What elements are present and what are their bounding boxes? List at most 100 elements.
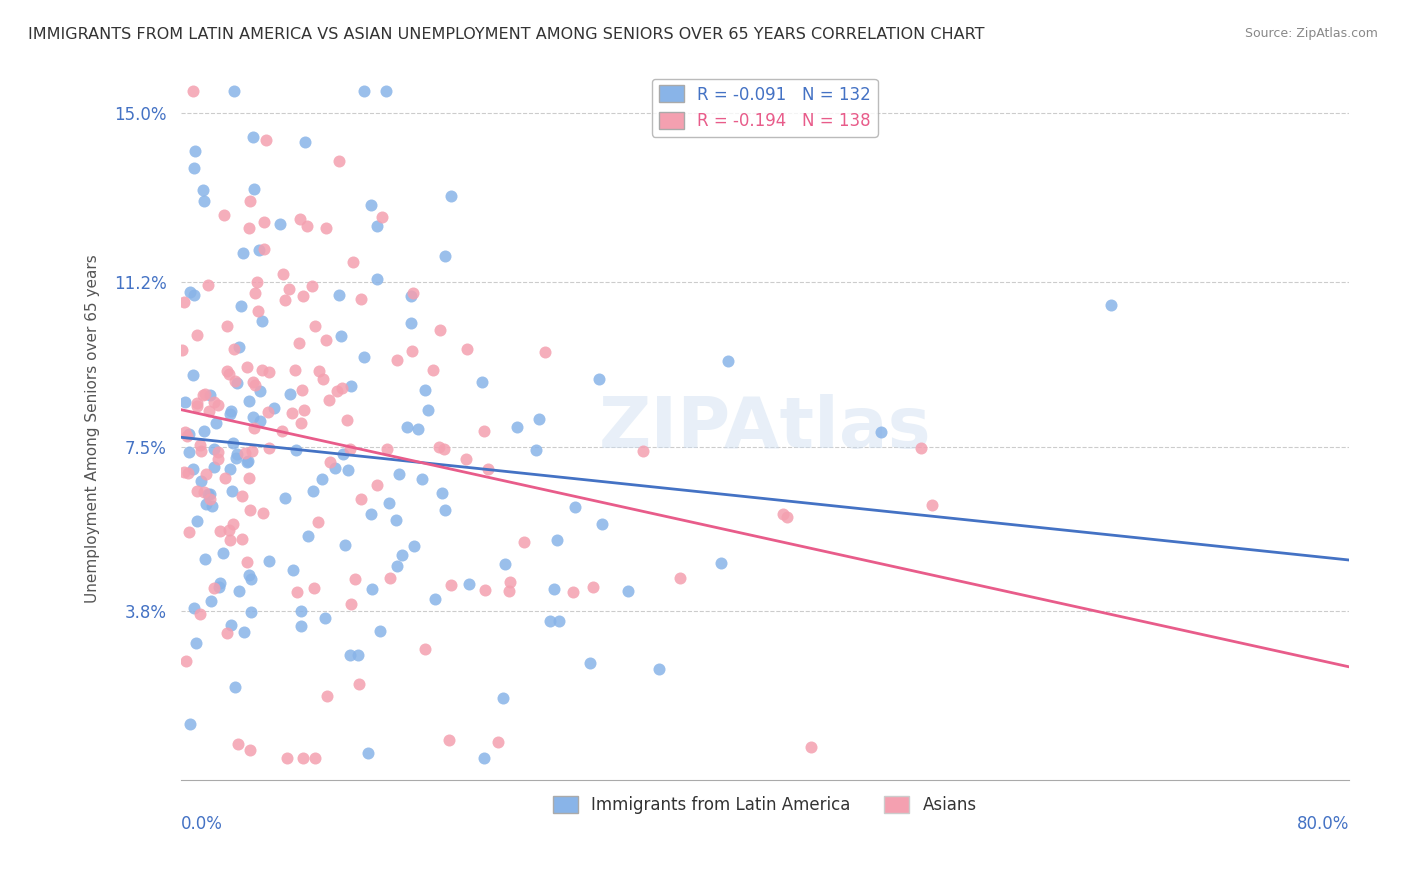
Point [402,285,425,300]
Point [353,84,375,98]
Point [226,447,249,461]
Point [717,354,740,368]
Point [186,399,208,413]
Point [506,420,529,434]
Point [533,345,555,359]
Point [472,425,495,439]
Point [430,486,453,500]
Point [562,585,585,599]
Point [314,611,336,625]
Point [579,656,602,670]
Point [440,188,463,202]
Point [396,420,419,434]
Point [274,293,297,307]
Point [257,405,280,419]
Point [776,510,799,524]
Point [242,409,264,424]
Point [292,289,315,303]
Point [202,442,225,456]
Point [208,580,231,594]
Point [340,378,363,392]
Point [302,582,325,596]
Point [385,559,408,574]
Point [342,254,364,268]
Point [254,133,277,147]
Point [228,340,250,354]
Point [183,287,205,301]
Point [173,465,195,479]
Point [181,84,204,98]
Point [292,751,315,765]
Point [207,398,229,412]
Point [277,282,299,296]
Point [429,323,451,337]
Point [191,388,214,402]
Point [193,484,215,499]
Point [588,371,610,385]
Point [315,221,337,235]
Text: 80.0%: 80.0% [1296,815,1348,833]
Point [253,242,276,256]
Point [239,605,262,619]
Point [288,336,311,351]
Point [179,525,201,540]
Point [399,316,422,330]
Point [198,491,221,506]
Point [340,597,363,611]
Point [219,408,242,422]
Point [173,395,195,409]
Point [486,735,509,749]
Point [221,618,243,632]
Point [238,453,260,467]
Point [177,445,200,459]
Point [458,577,481,591]
Point [432,442,454,456]
Point [222,516,245,531]
Point [318,393,340,408]
Point [349,492,371,507]
Point [253,214,276,228]
Point [217,625,239,640]
Point [294,135,316,149]
Point [494,557,516,571]
Point [366,219,388,233]
Point [190,474,212,488]
Point [263,401,285,416]
Point [304,318,326,333]
Point [218,461,240,475]
Point [301,484,323,499]
Point [232,246,254,260]
Point [910,441,932,455]
Point [249,243,271,257]
Point [221,483,243,498]
Point [186,483,208,498]
Point [218,368,240,382]
Point [648,662,671,676]
Point [422,362,444,376]
Point [870,425,893,439]
Point [211,546,233,560]
Point [257,554,280,568]
Point [197,278,219,293]
Point [224,342,246,356]
Point [236,454,259,468]
Point [330,329,353,343]
Y-axis label: Unemployment Among Seniors over 65 years: Unemployment Among Seniors over 65 years [86,254,100,603]
Point [269,217,291,231]
Point [283,563,305,577]
Point [772,507,794,521]
Point [176,428,198,442]
Point [411,472,433,486]
Point [524,443,547,458]
Point [194,387,217,401]
Point [236,555,259,569]
Point [200,594,222,608]
Point [477,461,499,475]
Point [456,452,478,467]
Point [498,584,520,599]
Point [582,580,605,594]
Point [413,384,436,398]
Point [183,600,205,615]
Point [353,351,375,365]
Point [328,288,350,302]
